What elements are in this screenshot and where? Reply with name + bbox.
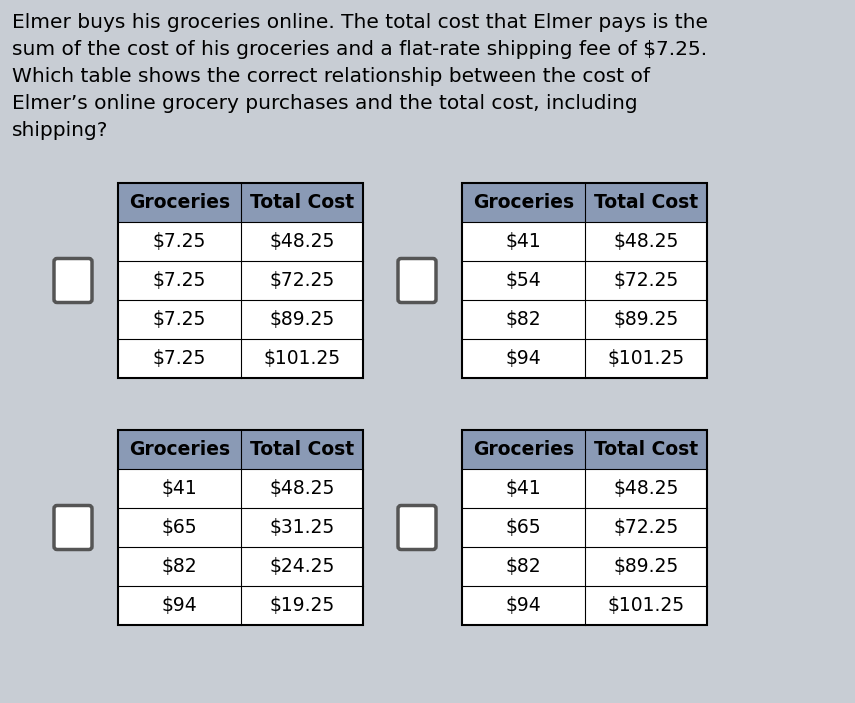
Text: $94: $94 — [505, 596, 541, 615]
Bar — [462, 430, 707, 469]
Text: $101.25: $101.25 — [263, 349, 340, 368]
FancyBboxPatch shape — [54, 505, 92, 550]
Text: $48.25: $48.25 — [269, 232, 334, 251]
Text: $54: $54 — [505, 271, 541, 290]
Text: $72.25: $72.25 — [269, 271, 334, 290]
Bar — [118, 430, 363, 469]
Text: $94: $94 — [505, 349, 541, 368]
Bar — [118, 430, 363, 625]
Text: Groceries: Groceries — [129, 193, 230, 212]
Bar — [462, 430, 707, 625]
Text: $82: $82 — [162, 557, 197, 576]
Text: $89.25: $89.25 — [613, 557, 678, 576]
Text: $7.25: $7.25 — [152, 271, 206, 290]
Bar — [118, 183, 363, 222]
Text: Which table shows the correct relationship between the cost of: Which table shows the correct relationsh… — [12, 67, 650, 86]
Text: $41: $41 — [162, 479, 198, 498]
Text: Total Cost: Total Cost — [250, 193, 354, 212]
Text: $72.25: $72.25 — [613, 271, 678, 290]
Text: $94: $94 — [162, 596, 198, 615]
Text: Groceries: Groceries — [473, 193, 574, 212]
Bar — [462, 430, 707, 625]
Text: $7.25: $7.25 — [152, 232, 206, 251]
Text: $82: $82 — [505, 310, 541, 329]
Text: $82: $82 — [505, 557, 541, 576]
Text: $65: $65 — [505, 518, 541, 537]
Text: sum of the cost of his groceries and a flat-rate shipping fee of $7.25.: sum of the cost of his groceries and a f… — [12, 40, 707, 59]
Text: $24.25: $24.25 — [269, 557, 334, 576]
Text: $41: $41 — [505, 232, 541, 251]
Text: Elmer’s online grocery purchases and the total cost, including: Elmer’s online grocery purchases and the… — [12, 94, 638, 113]
Text: $89.25: $89.25 — [269, 310, 334, 329]
FancyBboxPatch shape — [54, 259, 92, 302]
Text: shipping?: shipping? — [12, 121, 109, 140]
Text: $48.25: $48.25 — [269, 479, 334, 498]
Text: $65: $65 — [162, 518, 197, 537]
Text: $7.25: $7.25 — [152, 310, 206, 329]
Bar — [462, 183, 707, 222]
Text: $41: $41 — [505, 479, 541, 498]
Text: $48.25: $48.25 — [613, 479, 678, 498]
Text: Total Cost: Total Cost — [593, 193, 698, 212]
Bar — [118, 183, 363, 378]
Text: Elmer buys his groceries online. The total cost that Elmer pays is the: Elmer buys his groceries online. The tot… — [12, 13, 708, 32]
FancyBboxPatch shape — [398, 259, 436, 302]
Text: Total Cost: Total Cost — [250, 440, 354, 459]
Text: $7.25: $7.25 — [152, 349, 206, 368]
FancyBboxPatch shape — [398, 505, 436, 550]
Text: $48.25: $48.25 — [613, 232, 678, 251]
Text: $101.25: $101.25 — [607, 349, 684, 368]
Text: Total Cost: Total Cost — [593, 440, 698, 459]
Bar — [118, 183, 363, 378]
Text: $89.25: $89.25 — [613, 310, 678, 329]
Text: Groceries: Groceries — [129, 440, 230, 459]
Bar — [462, 183, 707, 378]
Text: $72.25: $72.25 — [613, 518, 678, 537]
Bar — [462, 183, 707, 378]
Text: $19.25: $19.25 — [269, 596, 334, 615]
Bar — [118, 430, 363, 625]
Text: $31.25: $31.25 — [269, 518, 334, 537]
Text: Groceries: Groceries — [473, 440, 574, 459]
Text: $101.25: $101.25 — [607, 596, 684, 615]
